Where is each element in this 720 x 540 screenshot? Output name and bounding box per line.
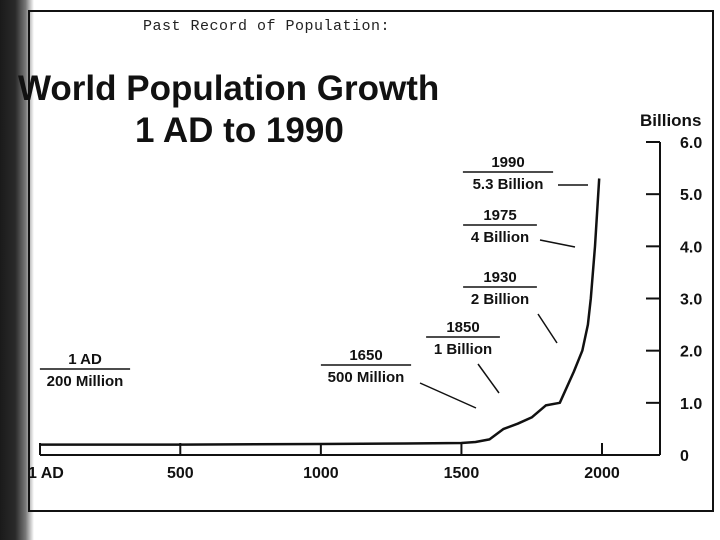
annotation-year: 1 AD — [68, 351, 102, 368]
y-tick-label: 4.0 — [680, 239, 702, 256]
series-layer — [40, 178, 601, 446]
annotation-value: 4 Billion — [471, 229, 529, 246]
population-curve — [40, 178, 601, 446]
x-tick-label: 1 AD — [28, 465, 64, 482]
annotation-year: 1650 — [349, 347, 382, 364]
annotation-leader — [539, 239, 576, 248]
annotation-year: 1850 — [446, 319, 479, 336]
annotation-value: 500 Million — [328, 369, 405, 386]
annotation-leader — [477, 363, 500, 394]
annotation-value: 1 Billion — [434, 341, 492, 358]
chart-title-line1: World Population Growth — [18, 69, 440, 108]
y-tick-label: 2.0 — [680, 344, 702, 361]
y-tick-label: 6.0 — [680, 135, 702, 152]
annotation-leader — [419, 382, 477, 409]
annotation-year: 1990 — [491, 154, 524, 171]
y-axis-label: Billions — [640, 111, 701, 130]
y-tick-label: 5.0 — [680, 187, 702, 204]
annotation-value: 2 Billion — [471, 291, 529, 308]
annotation-value: 200 Million — [47, 373, 124, 390]
y-tick-label: 1.0 — [680, 396, 702, 413]
page-frame — [28, 10, 714, 512]
header-note: Past Record of Population: — [143, 18, 391, 35]
annotation-year: 1975 — [483, 207, 516, 224]
x-tick-label: 2000 — [584, 465, 620, 482]
axis-ticks: 1 AD 500 1000 1500 2000 0 1.0 2.0 3.0 4.0 5.0 6.0 — [28, 135, 702, 482]
chart-axes — [40, 142, 661, 456]
annotation-layer: 1 AD 200 Million 1650 500 Million 1850 1 Bill… — [39, 154, 588, 409]
x-tick-label: 1500 — [444, 465, 480, 482]
y-tick-label: 3.0 — [680, 292, 702, 309]
annotation-value: 5.3 Billion — [473, 176, 544, 193]
annotation-leader — [537, 313, 558, 344]
y-tick-label: 0 — [680, 448, 689, 465]
x-tick-label: 1000 — [303, 465, 339, 482]
chart-title-line2: 1 AD to 1990 — [135, 111, 344, 150]
annotation-year: 1930 — [483, 269, 516, 286]
x-tick-label: 500 — [167, 465, 194, 482]
